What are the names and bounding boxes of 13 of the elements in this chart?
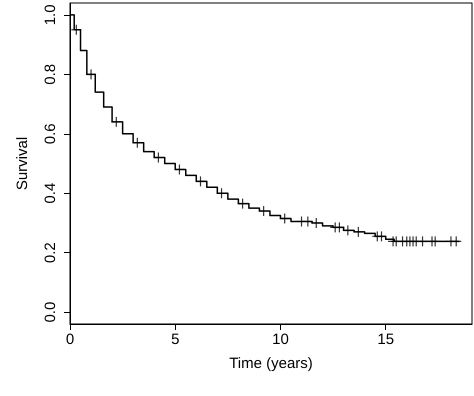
x-tick-label: 10: [272, 331, 289, 348]
y-tick-label: 0.8: [42, 64, 59, 85]
y-tick-label: 0.0: [42, 302, 59, 323]
y-tick-label: 0.4: [42, 182, 59, 204]
y-axis-title: Survival: [14, 136, 31, 190]
x-tick-label: 0: [66, 331, 74, 348]
x-tick-label: 5: [171, 331, 180, 348]
y-tick-label: 1.0: [42, 4, 59, 26]
y-tick-label: 0.2: [42, 242, 59, 264]
x-tick-label: 15: [377, 331, 394, 348]
point: [70, 24, 82, 36]
x-axis-title: Time (years): [229, 355, 313, 372]
y-tick-label: 0.6: [42, 123, 59, 144]
